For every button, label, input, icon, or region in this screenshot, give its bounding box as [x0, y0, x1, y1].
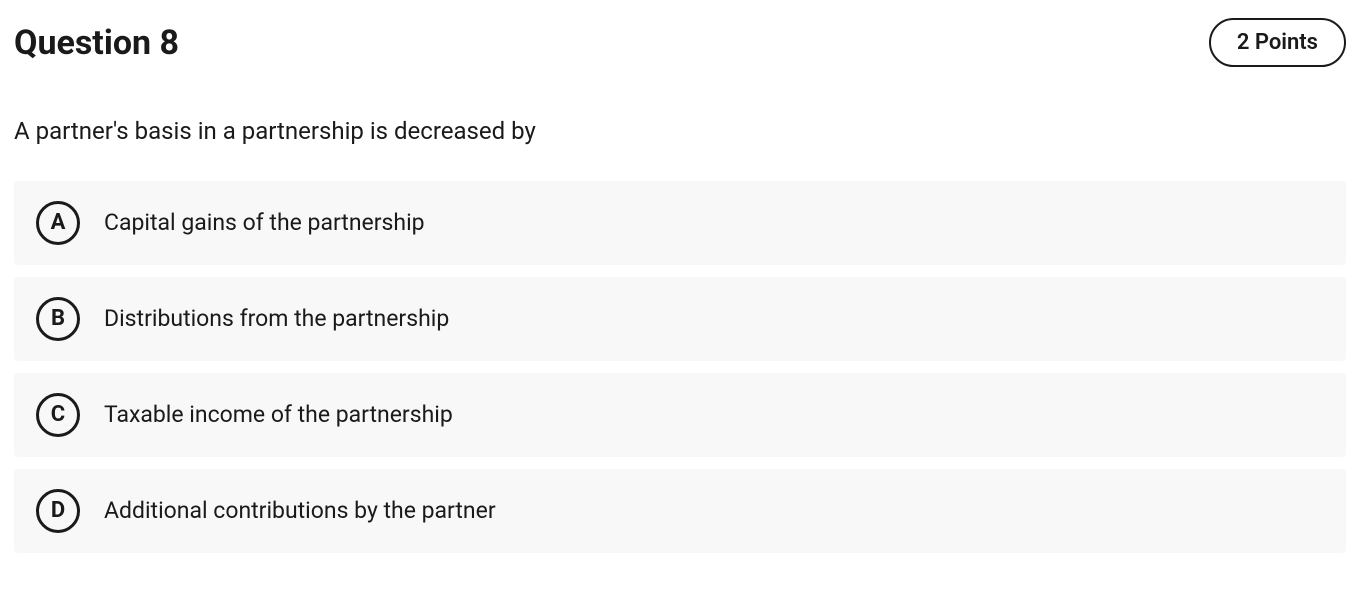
choice-text: Taxable income of the partnership	[104, 401, 453, 428]
question-prompt: A partner's basis in a partnership is de…	[14, 115, 1346, 149]
choice-c[interactable]: C Taxable income of the partnership	[14, 373, 1346, 457]
choice-a[interactable]: A Capital gains of the partnership	[14, 181, 1346, 265]
points-badge: 2 Points	[1209, 18, 1346, 67]
choice-d[interactable]: D Additional contributions by the partne…	[14, 469, 1346, 553]
choice-letter: A	[36, 201, 80, 245]
choice-b[interactable]: B Distributions from the partnership	[14, 277, 1346, 361]
question-title: Question 8	[14, 23, 179, 63]
choice-letter: D	[36, 489, 80, 533]
choice-text: Capital gains of the partnership	[104, 209, 425, 236]
choice-list: A Capital gains of the partnership B Dis…	[14, 181, 1346, 553]
choice-text: Additional contributions by the partner	[104, 497, 496, 524]
choice-text: Distributions from the partnership	[104, 305, 449, 332]
choice-letter: B	[36, 297, 80, 341]
question-header: Question 8 2 Points	[14, 18, 1346, 67]
choice-letter: C	[36, 393, 80, 437]
